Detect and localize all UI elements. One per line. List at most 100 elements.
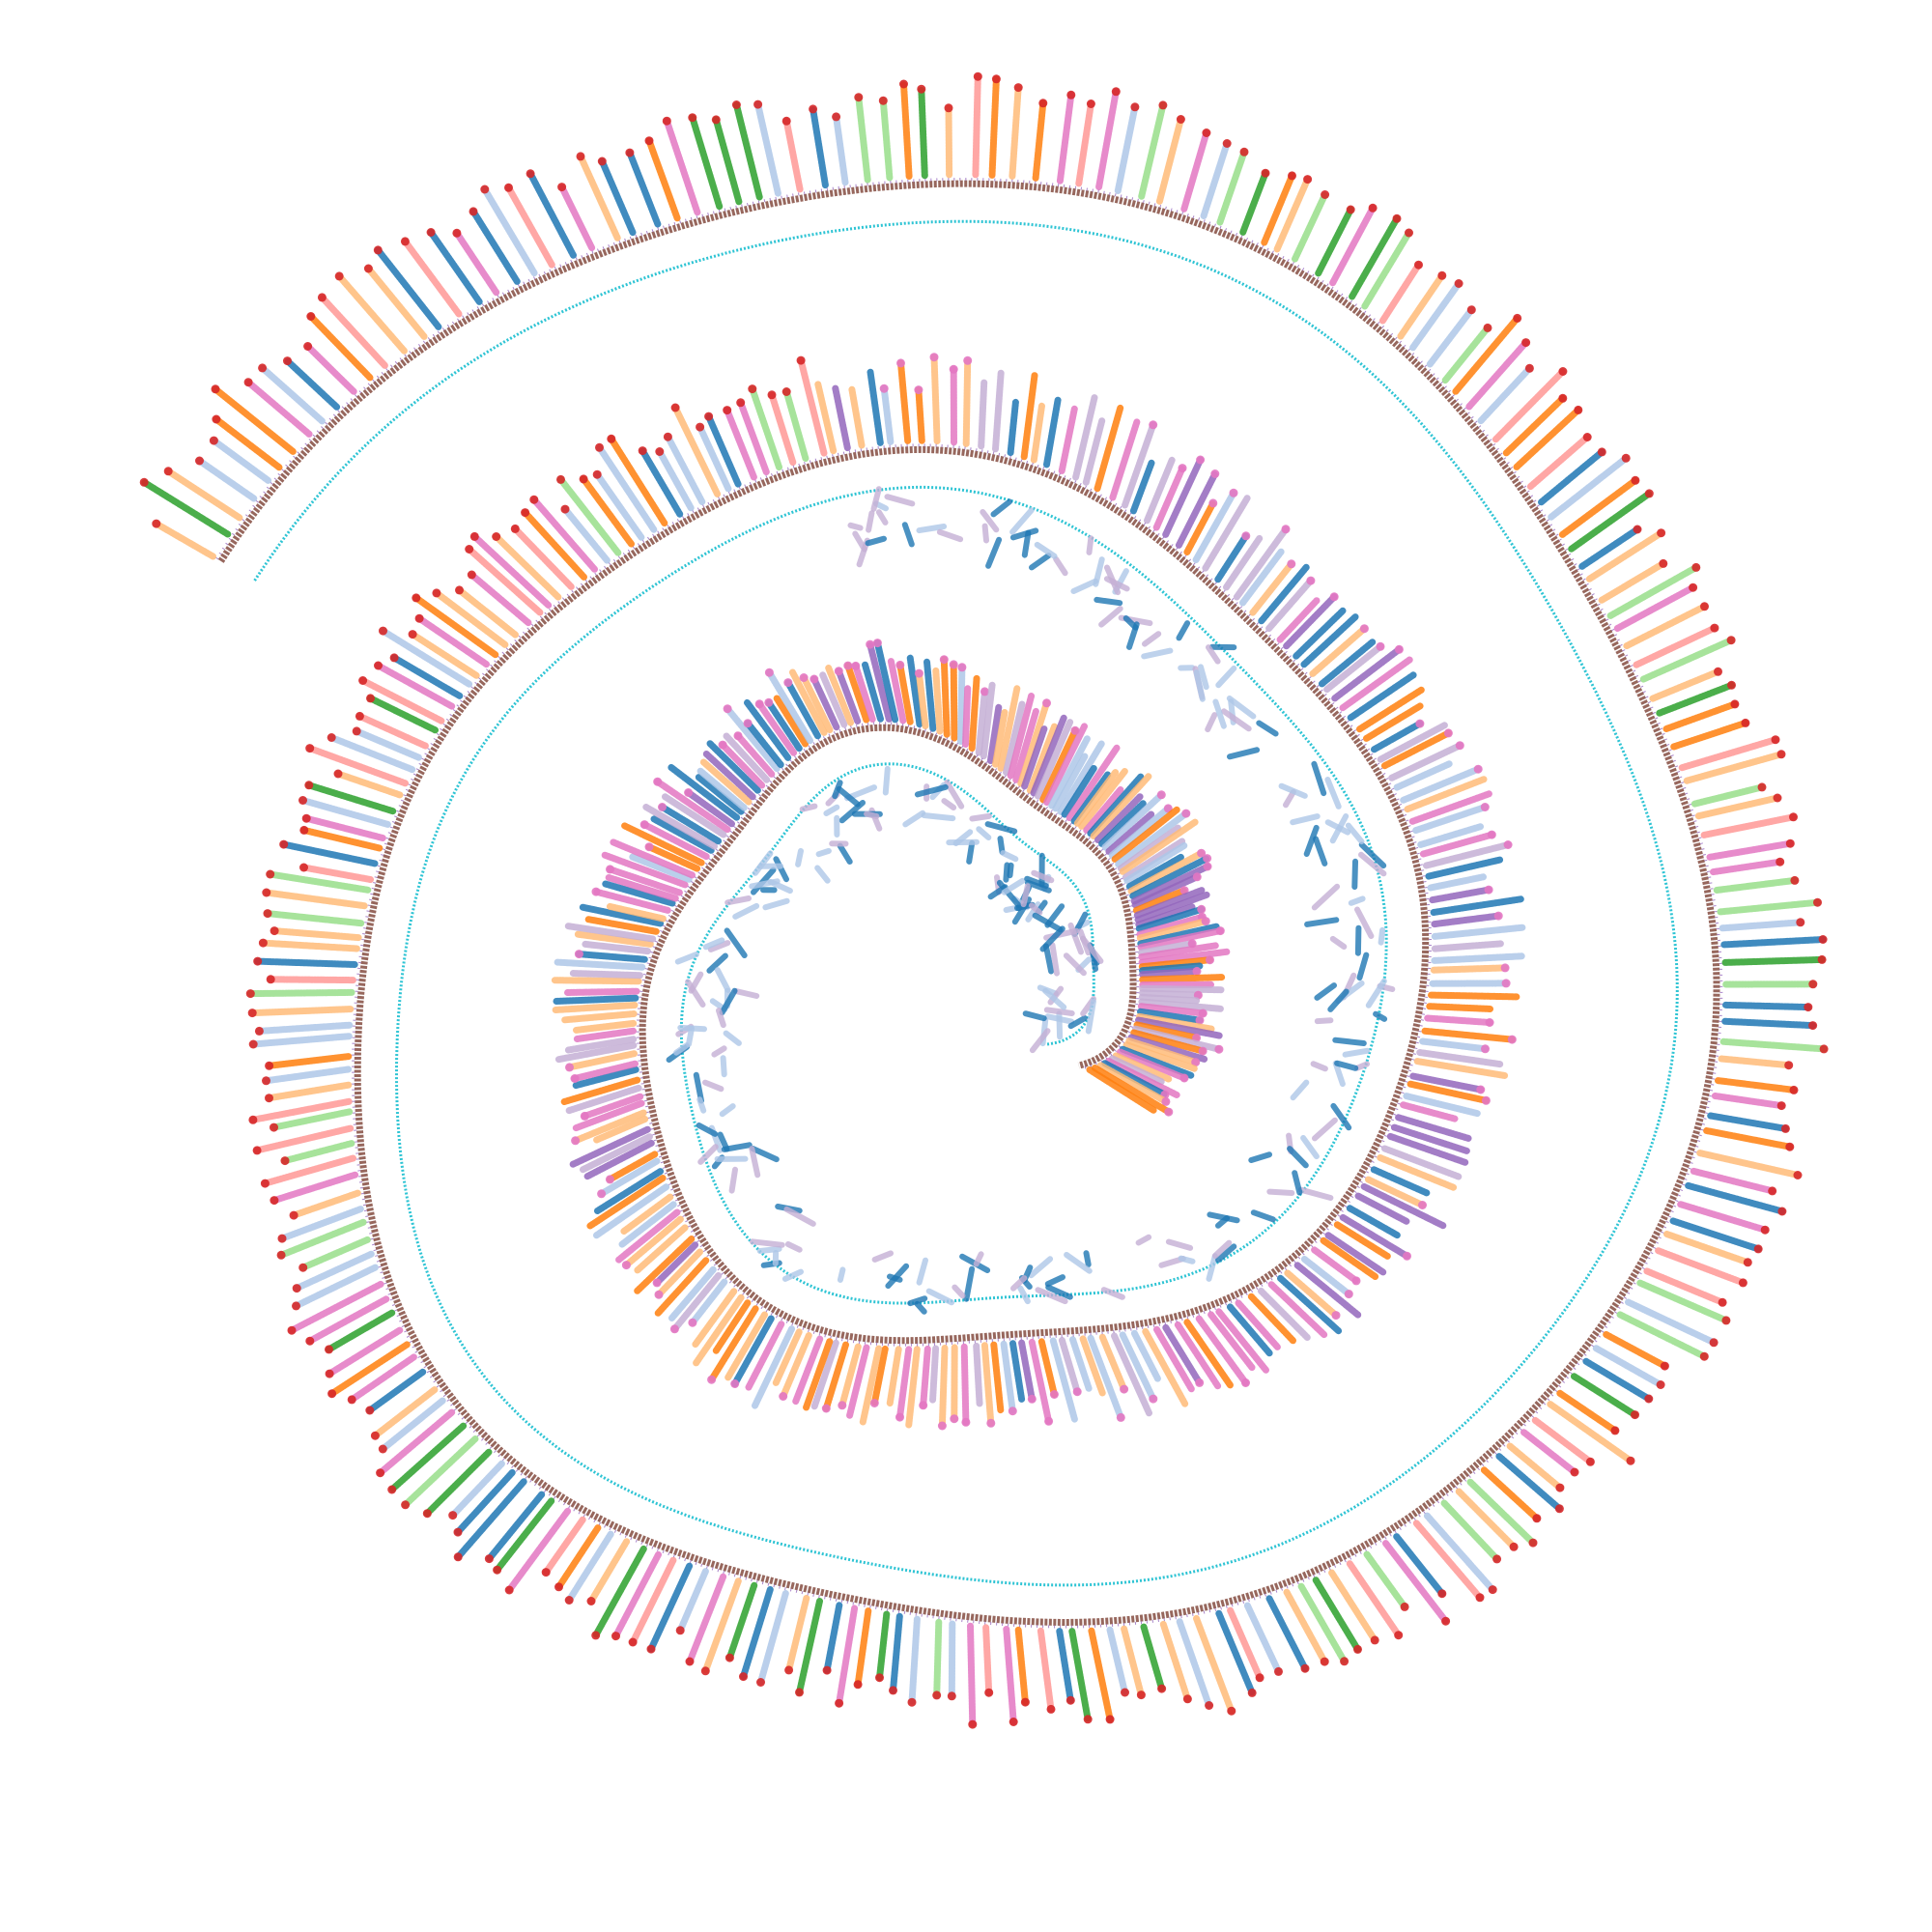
villus xyxy=(1159,1620,1191,1703)
villus xyxy=(1361,229,1412,310)
villus xyxy=(367,695,439,734)
villus xyxy=(980,681,996,760)
villus-tip xyxy=(625,148,635,157)
villus xyxy=(900,80,913,180)
villus-tip xyxy=(1394,1631,1404,1640)
villus-tip xyxy=(401,1500,411,1510)
villus xyxy=(1625,1298,1718,1347)
villus xyxy=(598,1157,661,1198)
villus xyxy=(299,1236,371,1271)
crypt-fragment xyxy=(1351,858,1358,891)
villus xyxy=(1320,1236,1379,1280)
villus xyxy=(1138,940,1196,956)
villus xyxy=(990,1341,1005,1414)
crypt-fragment xyxy=(1211,1239,1233,1259)
villus xyxy=(586,1175,667,1230)
villus xyxy=(1719,1037,1828,1053)
villus xyxy=(1455,1488,1518,1550)
villus xyxy=(453,229,500,297)
villus-tip xyxy=(1726,636,1736,645)
villus-tip xyxy=(973,71,982,81)
villus xyxy=(1346,1205,1402,1239)
villus-tip xyxy=(1813,897,1822,907)
villus xyxy=(1717,898,1821,916)
villus-tip xyxy=(504,183,513,192)
villus xyxy=(822,1341,849,1412)
villus xyxy=(656,448,695,512)
villus xyxy=(605,902,667,923)
villus xyxy=(1243,1602,1282,1675)
crypt-fragment xyxy=(1034,541,1058,559)
villus-tip xyxy=(947,1691,956,1701)
villus-tip xyxy=(469,207,478,216)
villus-tip xyxy=(1727,680,1736,690)
villus xyxy=(1223,534,1264,591)
crypt-fragment xyxy=(1227,747,1261,760)
villus xyxy=(1381,1145,1463,1180)
villus-tip xyxy=(1136,1690,1146,1700)
villus-tip xyxy=(292,1284,301,1293)
villus-tip xyxy=(809,104,818,114)
villus-tip xyxy=(1105,1715,1115,1724)
villus xyxy=(565,1530,614,1604)
villus-tip xyxy=(1656,1380,1665,1389)
villus-tip xyxy=(1020,1697,1030,1707)
villus xyxy=(845,1344,870,1420)
villus-tip xyxy=(1528,1538,1538,1548)
villus xyxy=(412,594,499,659)
villus xyxy=(401,238,463,318)
villus xyxy=(745,1321,785,1391)
villus xyxy=(164,468,243,522)
villus xyxy=(1096,1062,1170,1105)
villus xyxy=(1114,103,1139,194)
villus-tip xyxy=(810,674,819,684)
villus xyxy=(1115,810,1190,868)
crypt-fragment xyxy=(1215,665,1237,689)
villus-tip xyxy=(832,112,841,122)
villus xyxy=(1365,1176,1426,1208)
villus xyxy=(1429,886,1492,904)
villus-tip xyxy=(504,1585,514,1595)
crypt-fragment xyxy=(987,884,1009,900)
villus xyxy=(1003,700,1026,776)
villus-tip xyxy=(1503,840,1513,849)
villus xyxy=(608,435,668,526)
villus-tip xyxy=(266,869,275,879)
villus xyxy=(708,1305,759,1383)
villus xyxy=(692,1293,745,1367)
villus xyxy=(854,1607,872,1689)
villus xyxy=(1311,1246,1360,1285)
villus-tip xyxy=(944,103,953,113)
crypt-fragment xyxy=(1001,877,1026,895)
villus-tip xyxy=(834,667,843,676)
villus xyxy=(724,407,757,481)
villus-tip xyxy=(736,398,746,408)
villus xyxy=(582,940,651,955)
crypt-fragment xyxy=(1029,553,1052,571)
villus xyxy=(1009,84,1022,180)
villus-tip xyxy=(1370,1635,1379,1645)
villus xyxy=(280,840,379,867)
villus-tip xyxy=(1691,562,1701,572)
villus-tip xyxy=(854,93,864,102)
villus xyxy=(1018,1339,1036,1403)
villus-tip xyxy=(1476,1085,1486,1094)
crypt-fragment xyxy=(674,952,699,965)
villus xyxy=(1140,1623,1166,1692)
villus xyxy=(706,740,761,794)
villus xyxy=(1571,1373,1638,1419)
villus-tip xyxy=(1179,1073,1189,1083)
villus-tip xyxy=(317,293,327,302)
villus-tip xyxy=(334,271,344,281)
villus xyxy=(1616,1311,1708,1360)
villus xyxy=(719,741,766,789)
crypt-fragment xyxy=(1248,1151,1272,1163)
villus xyxy=(1083,786,1124,834)
villus-tip xyxy=(896,358,905,368)
villus-tip xyxy=(1741,718,1750,727)
crypt-fragment xyxy=(799,803,818,812)
villus-tip xyxy=(591,887,601,896)
villus xyxy=(1135,903,1196,928)
villus-tip xyxy=(389,653,399,663)
villus-tip xyxy=(333,769,343,779)
